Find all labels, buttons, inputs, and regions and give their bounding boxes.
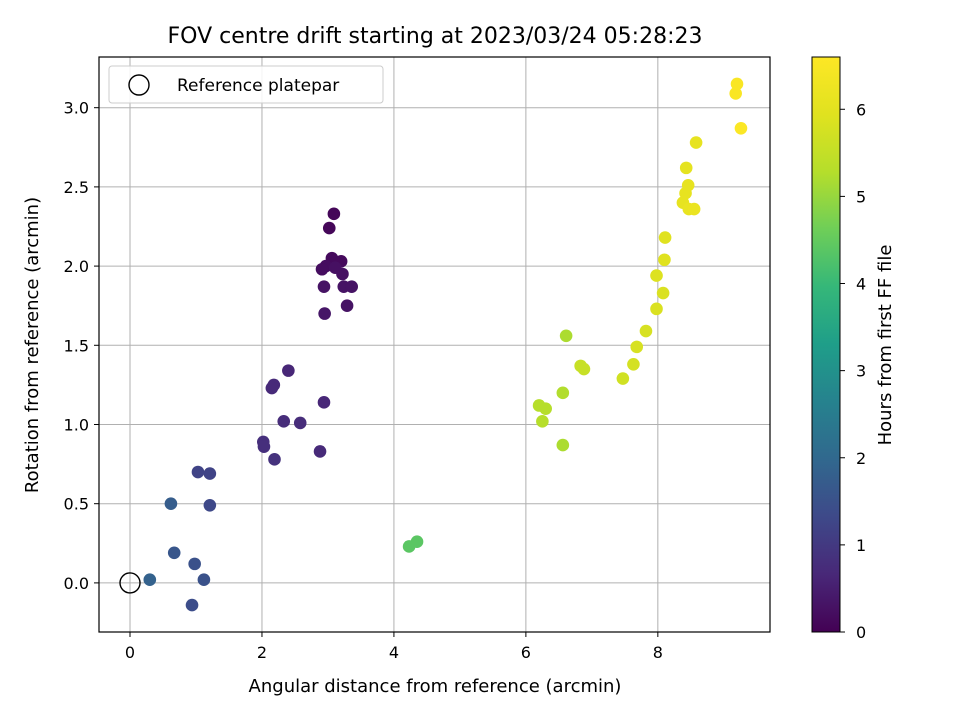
data-point — [687, 202, 701, 216]
colorbar-ticks: 0 1 2 3 4 5 6 — [840, 100, 866, 642]
data-point — [556, 438, 570, 452]
y-tick-label: 3.0 — [64, 99, 89, 118]
colorbar-gradient — [811, 56, 841, 633]
data-point — [327, 207, 341, 221]
grid-lines — [99, 57, 770, 632]
data-point — [658, 253, 671, 267]
data-point — [167, 546, 181, 560]
data-point — [164, 497, 178, 510]
x-tick-label: 4 — [389, 643, 399, 662]
data-point — [203, 498, 217, 512]
data-point — [191, 465, 205, 479]
x-axis-ticks: 0 2 4 6 8 — [125, 632, 663, 662]
data-point — [410, 535, 424, 549]
colorbar-tick-label: 6 — [856, 100, 866, 119]
data-point — [627, 358, 640, 371]
data-point — [318, 307, 331, 320]
data-point — [340, 299, 354, 312]
colorbar-tick-label: 1 — [856, 536, 866, 555]
colorbar-tick-label: 0 — [856, 623, 866, 642]
data-point — [143, 573, 157, 587]
y-axis-ticks: 0.0 0.5 1.0 1.5 2.0 2.5 3.0 — [64, 99, 99, 593]
reference-marker — [119, 572, 141, 594]
data-points — [143, 77, 748, 612]
data-point — [268, 453, 281, 466]
colorbar-tick-label: 5 — [856, 187, 866, 206]
data-point — [630, 340, 644, 354]
data-point — [336, 267, 349, 281]
data-point — [559, 329, 573, 343]
data-point — [639, 324, 653, 338]
data-point — [681, 179, 695, 192]
data-point — [315, 262, 329, 276]
data-point — [650, 269, 663, 282]
x-tick-label: 8 — [653, 643, 663, 662]
data-point — [277, 415, 291, 428]
data-point — [282, 364, 295, 377]
x-tick-label: 2 — [257, 643, 267, 662]
y-tick-label: 2.0 — [64, 257, 89, 276]
legend: Reference platepar — [108, 65, 384, 104]
data-point — [616, 372, 630, 385]
data-point — [203, 467, 217, 480]
y-axis-label: Rotation from reference (arcmin) — [22, 197, 43, 493]
data-point — [650, 302, 663, 316]
data-point — [730, 77, 744, 91]
data-point — [188, 557, 201, 571]
data-point — [317, 280, 331, 293]
data-point — [185, 598, 199, 612]
data-point — [577, 362, 591, 376]
data-point — [536, 415, 549, 428]
data-point — [345, 280, 358, 293]
data-point — [313, 445, 327, 458]
y-tick-label: 2.5 — [64, 178, 89, 197]
legend-marker — [128, 74, 150, 96]
data-point — [265, 381, 279, 395]
colorbar-tick-label: 3 — [856, 362, 866, 381]
reference-point — [119, 572, 141, 594]
colorbar-tick-label: 2 — [856, 449, 866, 468]
data-point — [656, 286, 670, 300]
y-tick-label: 0.5 — [64, 495, 89, 514]
data-point — [322, 221, 336, 235]
colorbar-label: Hours from first FF file — [875, 245, 896, 446]
colorbar-tick-label: 4 — [856, 275, 866, 294]
data-point — [556, 386, 570, 400]
data-point — [689, 136, 703, 149]
y-tick-label: 1.0 — [64, 415, 89, 434]
chart-title: FOV centre drift starting at 2023/03/24 … — [168, 24, 703, 49]
data-point — [257, 440, 271, 453]
y-tick-label: 1.5 — [64, 336, 89, 355]
plot-area-frame — [98, 56, 771, 633]
colorbar: 0 1 2 3 4 5 6 Hours from first FF file — [811, 56, 896, 642]
data-point — [197, 573, 211, 587]
x-tick-label: 0 — [125, 643, 135, 662]
data-point — [293, 416, 307, 430]
data-point — [539, 402, 552, 415]
data-point — [317, 396, 331, 409]
legend-box — [108, 65, 384, 104]
x-tick-label: 6 — [521, 643, 531, 662]
data-point — [729, 87, 742, 100]
y-tick-label: 0.0 — [64, 574, 89, 593]
data-point — [658, 231, 672, 244]
legend-label: Reference platepar — [177, 76, 339, 96]
x-axis-label: Angular distance from reference (arcmin) — [249, 676, 622, 697]
data-point — [679, 161, 693, 175]
data-point — [734, 121, 748, 135]
